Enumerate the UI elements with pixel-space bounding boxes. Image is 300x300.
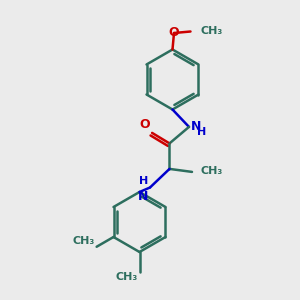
Text: N: N [190, 119, 201, 133]
Text: CH₃: CH₃ [201, 166, 223, 176]
Text: CH₃: CH₃ [116, 272, 138, 282]
Text: O: O [139, 118, 150, 131]
Text: H: H [197, 127, 207, 137]
Text: CH₃: CH₃ [200, 26, 222, 37]
Text: N: N [138, 190, 148, 203]
Text: CH₃: CH₃ [73, 236, 95, 246]
Text: H: H [139, 176, 148, 186]
Text: O: O [169, 26, 179, 40]
